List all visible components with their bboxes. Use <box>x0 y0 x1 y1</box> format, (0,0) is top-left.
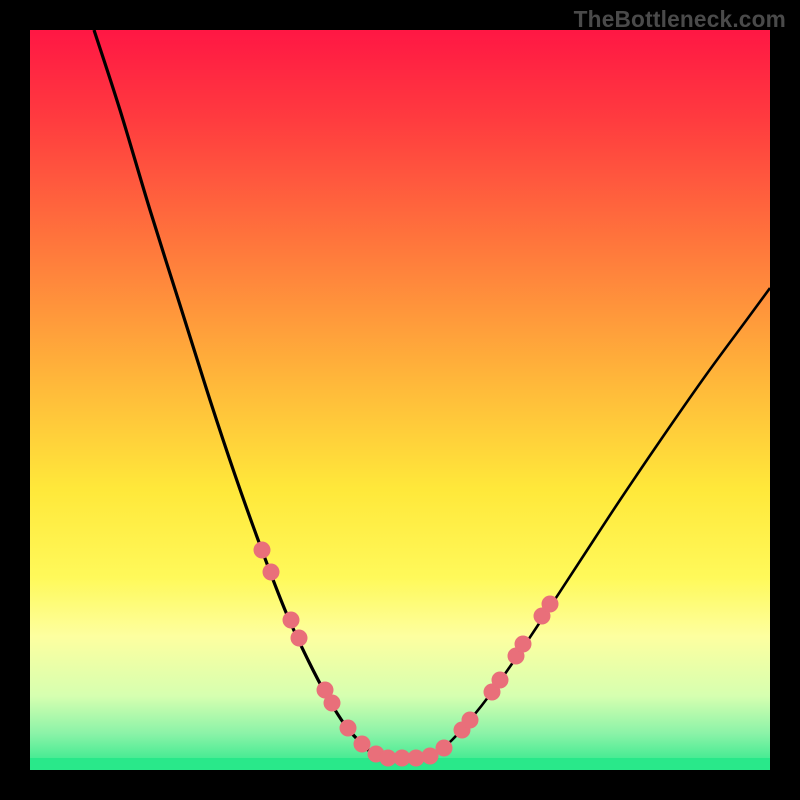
bottleneck-curve-chart <box>30 30 770 770</box>
marker-dot <box>283 612 300 629</box>
watermark-text: TheBottleneck.com <box>574 6 786 33</box>
marker-dot <box>324 695 341 712</box>
plot-area <box>30 30 770 770</box>
marker-dot <box>492 672 509 689</box>
marker-dot <box>340 720 357 737</box>
gradient-background <box>30 30 770 770</box>
marker-dot <box>462 712 479 729</box>
marker-dot <box>436 740 453 757</box>
marker-dot <box>515 636 532 653</box>
marker-dot <box>291 630 308 647</box>
marker-dot <box>263 564 280 581</box>
marker-dot <box>254 542 271 559</box>
outer-frame: TheBottleneck.com <box>0 0 800 800</box>
marker-dot <box>542 596 559 613</box>
marker-dot <box>354 736 371 753</box>
